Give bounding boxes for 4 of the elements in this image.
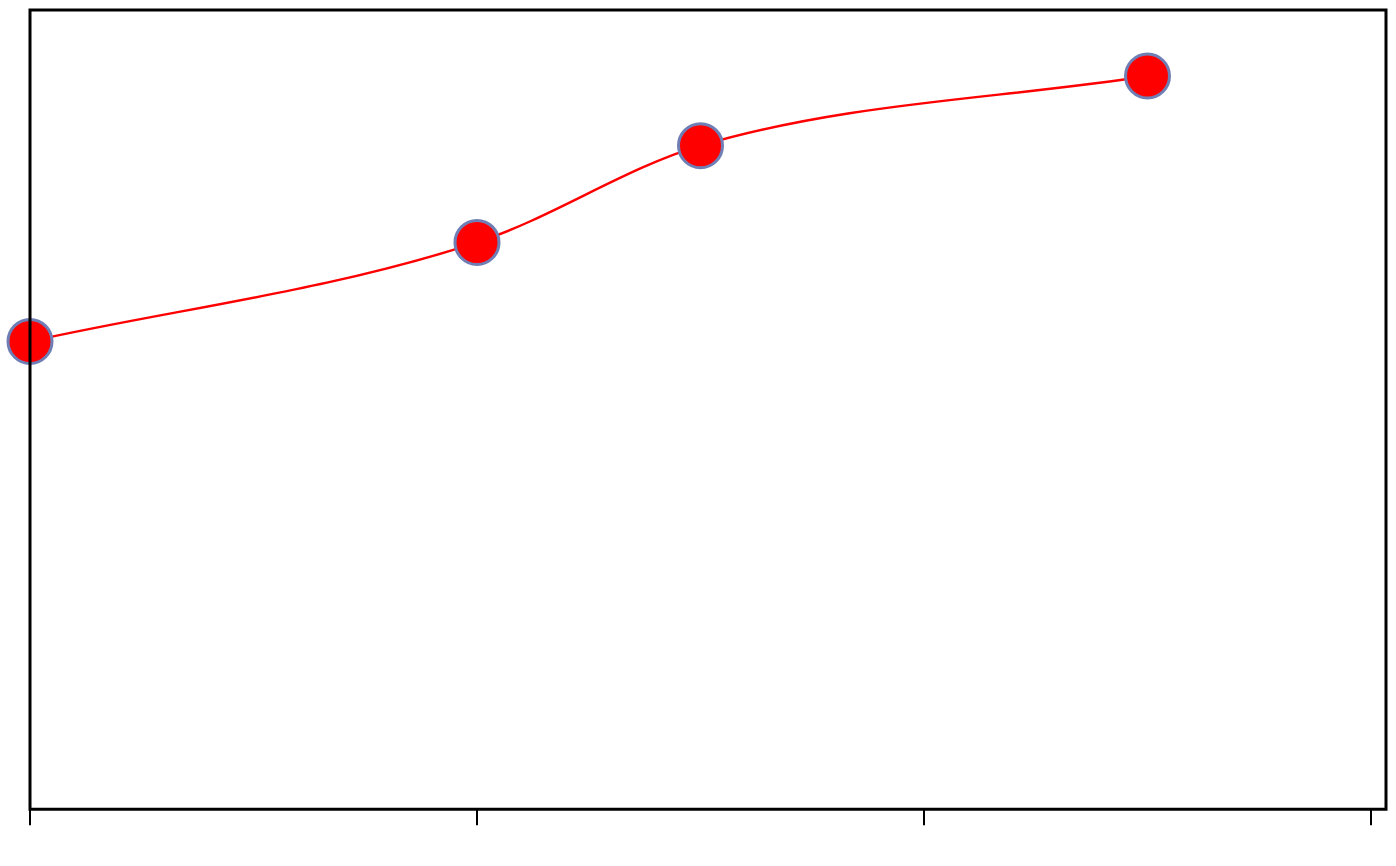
point <box>1124 52 1171 100</box>
point <box>453 218 501 266</box>
point <box>6 317 54 365</box>
point <box>677 122 724 170</box>
